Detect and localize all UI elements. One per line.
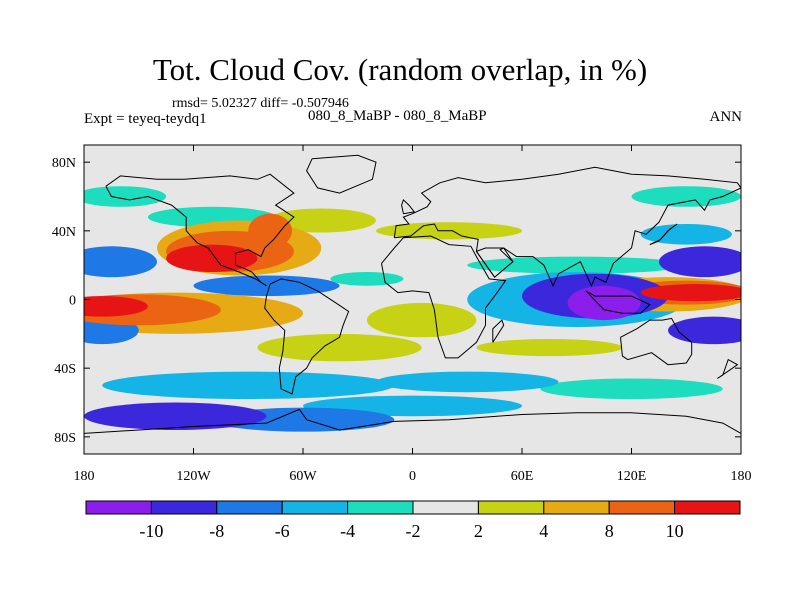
contour-region-32 (567, 285, 641, 321)
coastline-africa (381, 235, 507, 359)
colorbar-label: -2 (406, 521, 421, 541)
colorbar-label: -8 (209, 521, 224, 541)
colorbar-swatch (150, 500, 218, 515)
contour-region-29 (658, 246, 741, 278)
contour-region-9 (84, 186, 167, 207)
x-tick-label: 180 (731, 469, 752, 484)
chart-title: Tot. Cloud Cov. (random overlap, in %) (152, 52, 648, 87)
contour-region-20 (84, 246, 157, 278)
colorbar-label: -6 (275, 521, 290, 541)
coastline-uk (401, 199, 416, 215)
contour-region-33 (640, 284, 741, 302)
contour-field (84, 145, 741, 454)
colorbar-swatch (543, 500, 610, 515)
colorbar-swatch (608, 500, 676, 515)
coastline-antarctica (84, 408, 741, 434)
colorbar: -10 -8 -6 -4 -2 2 4 8 10 (85, 500, 741, 541)
colorbar-swatch (85, 500, 152, 515)
colorbar-swatch (477, 500, 545, 515)
contour-region-10 (330, 272, 404, 286)
x-tick-label: 60W (289, 469, 317, 484)
contour-region-17 (640, 223, 732, 245)
y-axis: 80N 40N 0 40S 80S (52, 156, 741, 446)
stats-line: rmsd= 5.02327 diff= -0.507946 (172, 96, 349, 111)
y-tick-label: 80N (52, 156, 76, 171)
contour-region-15 (102, 371, 395, 400)
x-tick-label: 120W (176, 469, 211, 484)
contour-region-3 (257, 333, 422, 362)
contour-region-34 (84, 296, 148, 317)
coastline-madagascar (492, 319, 505, 343)
case-label: 080_8_MaBP - 080_8_MaBP (308, 108, 487, 124)
contour-region-30 (668, 316, 741, 345)
contour-region-8 (631, 186, 741, 207)
x-tick-label: 60E (511, 469, 534, 484)
x-tick-label: 180 (74, 469, 95, 484)
contour-region-7 (467, 256, 687, 274)
colorbar-label: 10 (666, 521, 684, 541)
contour-region-4 (476, 338, 623, 357)
x-axis: 180 120W 60W 0 60E 120E 180 (74, 145, 752, 484)
coastline-new-zealand (717, 358, 739, 379)
contour-region-0 (266, 208, 376, 233)
coastline-japan (649, 223, 678, 246)
season-label: ANN (709, 109, 743, 125)
colorbar-swatch (347, 500, 414, 515)
colorbar-label: 2 (474, 521, 483, 541)
experiment-label: Expt = teyeq-teydq1 (84, 111, 207, 127)
colorbar-swatch (216, 500, 283, 515)
colorbar-swatch (281, 500, 349, 515)
colorbar-swatch (412, 500, 479, 515)
colorbar-label: 4 (539, 521, 548, 541)
coastline-australia (620, 317, 693, 366)
y-tick-label: 0 (69, 294, 76, 309)
coastline-indonesia (585, 290, 651, 314)
contour-region-35 (166, 244, 258, 273)
coastline-south-america (264, 278, 350, 395)
colorbar-label: -10 (139, 521, 163, 541)
coastline-arabia (475, 247, 514, 278)
y-tick-label: 80S (54, 431, 76, 446)
colorbar-swatch (674, 500, 741, 515)
contour-region-2 (366, 302, 477, 338)
coastline-greenland (306, 154, 377, 194)
y-tick-label: 40N (52, 225, 76, 240)
coastlines (84, 154, 741, 434)
contour-region-16 (376, 371, 559, 393)
x-tick-label: 0 (409, 469, 416, 484)
contour-region-27 (248, 213, 293, 248)
colorbar-label: -4 (340, 521, 355, 541)
y-tick-label: 40S (54, 362, 76, 377)
contour-region-5 (540, 378, 723, 400)
coastline-north-america (105, 173, 295, 287)
contour-region-31 (84, 402, 267, 430)
x-tick-label: 120E (617, 469, 647, 484)
colorbar-label: 8 (605, 521, 614, 541)
